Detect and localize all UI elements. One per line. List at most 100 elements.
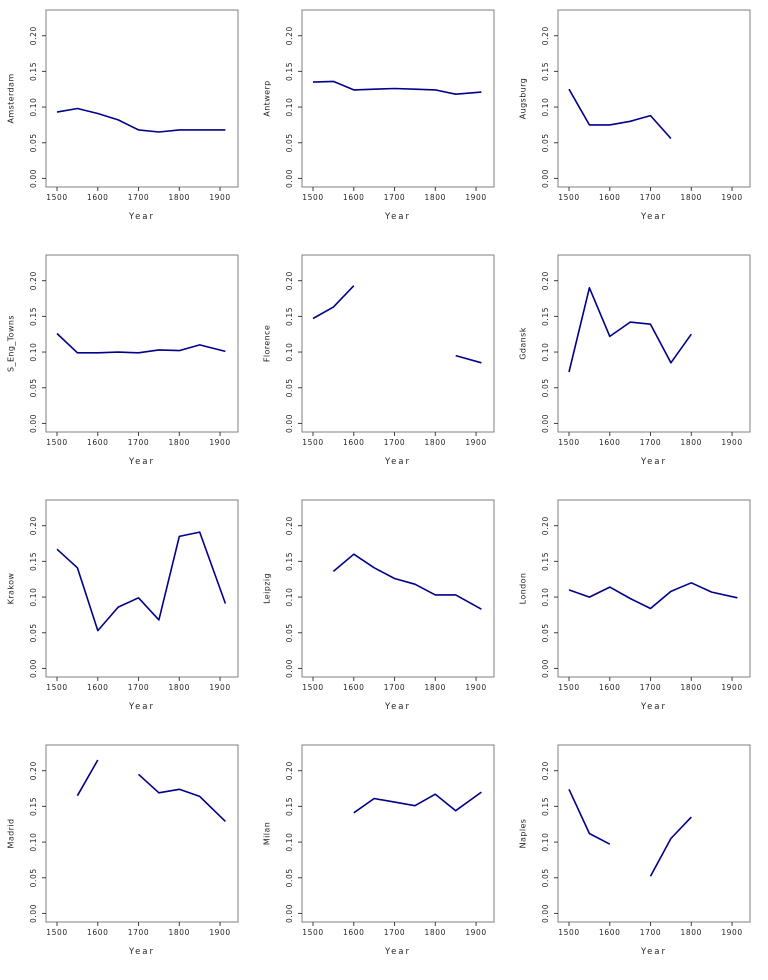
x-tick-label: 1800 (169, 193, 191, 202)
y-tick-label: 0.15 (541, 552, 550, 571)
y-tick-label: 0.15 (285, 552, 294, 571)
x-tick-label: 1900 (465, 193, 487, 202)
y-tick-label: 0.20 (541, 26, 550, 45)
x-tick-label: 1700 (384, 438, 406, 447)
data-line (455, 354, 482, 364)
y-tick-label: 0.20 (541, 271, 550, 290)
y-tick-label: 0.00 (29, 904, 38, 923)
chart-cell-florence: 1500 1600 1700 1800 1900 0.00 0.05 0.10 0.15 0.20… (256, 245, 512, 490)
chart-plot: 1500 1600 1700 1800 1900 0.00 0.05 0.10 0.15 0.20… (263, 499, 495, 712)
plot-box (557, 744, 751, 923)
y-tick-label: 0.00 (541, 169, 550, 188)
x-tick-label: 1600 (599, 928, 621, 937)
chart-cell-milan: 1500 1600 1700 1800 1900 0.00 0.05 0.10 0.15 0.20… (256, 735, 512, 980)
y-tick-label: 0.20 (541, 516, 550, 535)
x-axis-label: Year (640, 212, 667, 222)
data-line (312, 285, 355, 320)
plot-box (301, 499, 495, 678)
chart-cell-amsterdam: 1500 1600 1700 1800 1900 0.00 0.05 0.10 0.15 0.20… (0, 0, 256, 245)
chart-cell-s_eng_towns: 1500 1600 1700 1800 1900 0.00 0.05 0.10 0.15 0.20… (0, 245, 256, 490)
x-tick-label: 1900 (465, 928, 487, 937)
y-tick-label: 0.05 (541, 868, 550, 887)
x-tick-label: 1900 (209, 683, 231, 692)
x-tick-label: 1800 (169, 683, 191, 692)
x-tick-label: 1600 (87, 193, 109, 202)
x-tick-label: 1500 (46, 438, 68, 447)
x-tick-label: 1500 (302, 438, 324, 447)
y-tick-label: 0.00 (29, 659, 38, 678)
x-tick-label: 1700 (640, 438, 662, 447)
x-tick-label: 1800 (425, 438, 447, 447)
x-tick-label: 1500 (302, 683, 324, 692)
x-tick-label: 1800 (425, 193, 447, 202)
y-tick-label: 0.00 (285, 904, 294, 923)
x-tick-label: 1700 (640, 928, 662, 937)
x-tick-label: 1900 (721, 438, 743, 447)
y-axis-label: Krakow (7, 573, 16, 605)
y-tick-label: 0.20 (285, 761, 294, 780)
x-tick-label: 1500 (558, 438, 580, 447)
x-tick-label: 1700 (128, 683, 150, 692)
x-tick-label: 1500 (558, 193, 580, 202)
x-tick-label: 1900 (209, 438, 231, 447)
y-axis-label: Antwerp (263, 80, 272, 116)
y-tick-label: 0.05 (285, 378, 294, 397)
y-tick-label: 0.15 (29, 797, 38, 816)
y-tick-label: 0.10 (541, 343, 550, 362)
x-tick-label: 1600 (599, 683, 621, 692)
y-tick-label: 0.00 (285, 169, 294, 188)
data-line (56, 332, 226, 354)
x-tick-label: 1700 (128, 928, 150, 937)
chart-plot: 1500 1600 1700 1800 1900 0.00 0.05 0.10 0.15 0.20… (7, 9, 239, 222)
y-tick-label: 0.10 (541, 98, 550, 117)
y-tick-label: 0.05 (541, 133, 550, 152)
x-tick-label: 1600 (599, 438, 621, 447)
data-line (568, 286, 692, 373)
chart-plot: 1500 1600 1700 1800 1900 0.00 0.05 0.10 0.15 0.20… (263, 254, 495, 467)
x-tick-label: 1900 (465, 683, 487, 692)
x-tick-label: 1500 (302, 193, 324, 202)
x-axis-label: Year (640, 457, 667, 467)
x-tick-label: 1800 (681, 928, 703, 937)
chart-cell-krakow: 1500 1600 1700 1800 1900 0.00 0.05 0.10 0.15 0.20… (0, 490, 256, 735)
x-tick-label: 1600 (599, 193, 621, 202)
y-tick-label: 0.05 (29, 623, 38, 642)
chart-cell-augsburg: 1500 1600 1700 1800 1900 0.00 0.05 0.10 0.15 0.20… (512, 0, 768, 245)
y-tick-label: 0.10 (29, 588, 38, 607)
y-tick-label: 0.20 (285, 271, 294, 290)
data-line (56, 531, 227, 632)
x-axis-label: Year (128, 212, 155, 222)
chart-cell-naples: 1500 1600 1700 1800 1900 0.00 0.05 0.10 0.15 0.20… (512, 735, 768, 980)
x-tick-label: 1900 (465, 438, 487, 447)
x-tick-label: 1600 (87, 438, 109, 447)
x-tick-label: 1600 (87, 683, 109, 692)
x-tick-label: 1800 (681, 683, 703, 692)
y-tick-label: 0.05 (29, 378, 38, 397)
x-tick-label: 1500 (558, 683, 580, 692)
x-axis-label: Year (384, 702, 411, 712)
x-axis-label: Year (128, 457, 155, 467)
x-tick-label: 1800 (681, 193, 703, 202)
y-axis-label: Florence (263, 325, 272, 362)
x-axis-label: Year (640, 947, 667, 957)
x-tick-label: 1800 (425, 683, 447, 692)
x-axis-label: Year (128, 702, 155, 712)
x-tick-label: 1800 (425, 928, 447, 937)
x-tick-label: 1800 (169, 438, 191, 447)
y-axis-label: Milan (263, 822, 272, 845)
y-tick-label: 0.05 (541, 623, 550, 642)
y-axis-label: Madrid (7, 819, 16, 849)
x-axis-label: Year (384, 947, 411, 957)
y-tick-label: 0.10 (541, 588, 550, 607)
y-axis-label: Naples (519, 819, 528, 849)
y-axis-label: Leipzig (263, 573, 272, 604)
x-axis-label: Year (640, 702, 667, 712)
data-line (568, 582, 738, 610)
y-tick-label: 0.10 (285, 98, 294, 117)
x-tick-label: 1500 (46, 683, 68, 692)
x-tick-label: 1700 (384, 193, 406, 202)
y-tick-label: 0.00 (541, 904, 550, 923)
y-tick-label: 0.05 (285, 133, 294, 152)
y-tick-label: 0.00 (29, 169, 38, 188)
